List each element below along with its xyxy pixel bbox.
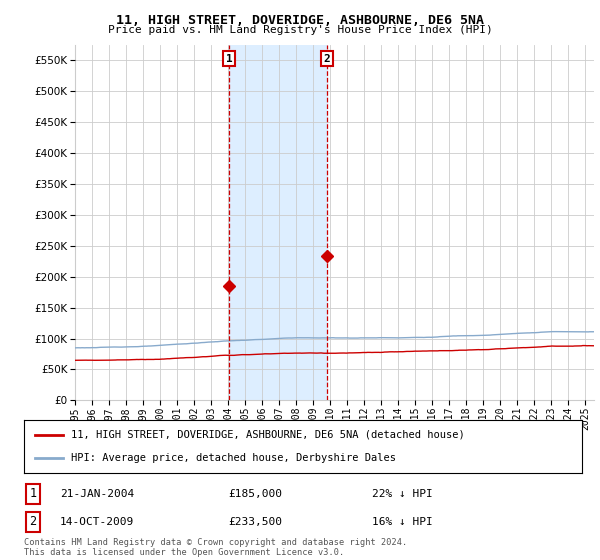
Text: 16% ↓ HPI: 16% ↓ HPI <box>372 517 433 527</box>
Text: 1: 1 <box>29 487 37 501</box>
Text: 2: 2 <box>323 54 330 64</box>
Text: HPI: Average price, detached house, Derbyshire Dales: HPI: Average price, detached house, Derb… <box>71 453 397 463</box>
Text: £233,500: £233,500 <box>228 517 282 527</box>
Text: 11, HIGH STREET, DOVERIDGE, ASHBOURNE, DE6 5NA: 11, HIGH STREET, DOVERIDGE, ASHBOURNE, D… <box>116 14 484 27</box>
Text: 11, HIGH STREET, DOVERIDGE, ASHBOURNE, DE6 5NA (detached house): 11, HIGH STREET, DOVERIDGE, ASHBOURNE, D… <box>71 430 465 440</box>
Text: 1: 1 <box>226 54 232 64</box>
Text: £185,000: £185,000 <box>228 489 282 499</box>
Bar <box>229 45 326 400</box>
Text: Contains HM Land Registry data © Crown copyright and database right 2024.
This d: Contains HM Land Registry data © Crown c… <box>24 538 407 557</box>
Text: 14-OCT-2009: 14-OCT-2009 <box>60 517 134 527</box>
Text: 21-JAN-2004: 21-JAN-2004 <box>60 489 134 499</box>
Text: Price paid vs. HM Land Registry's House Price Index (HPI): Price paid vs. HM Land Registry's House … <box>107 25 493 35</box>
Text: 22% ↓ HPI: 22% ↓ HPI <box>372 489 433 499</box>
Text: 2: 2 <box>29 515 37 529</box>
